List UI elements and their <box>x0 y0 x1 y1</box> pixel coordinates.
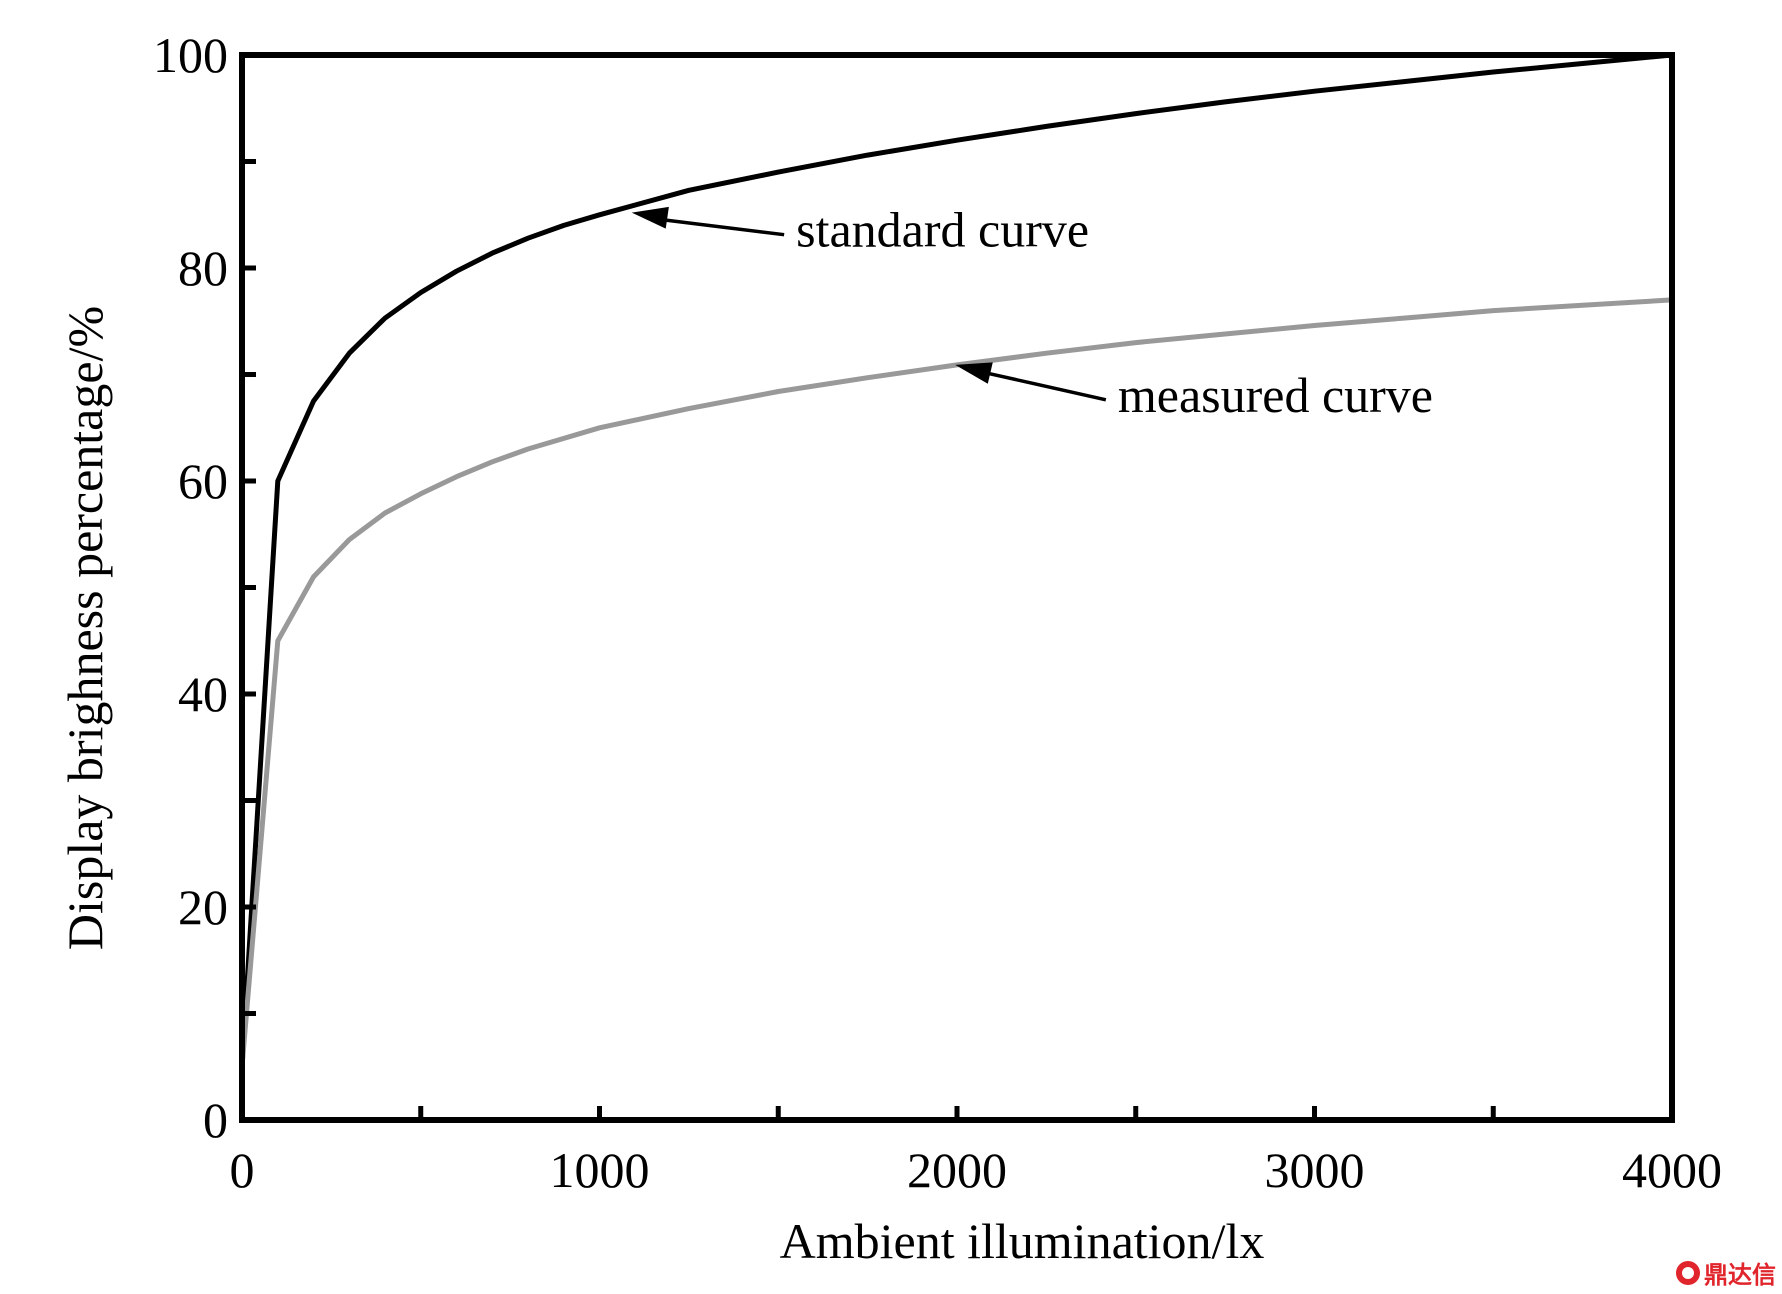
y-tick-label: 60 <box>178 453 228 509</box>
x-tick-label: 3000 <box>1265 1142 1365 1198</box>
y-tick-label: 80 <box>178 240 228 296</box>
annotation-arrowhead-1 <box>631 206 669 229</box>
series-layer <box>239 52 1673 1068</box>
annotation-label-1: standard curve <box>796 202 1089 258</box>
x-tick-label: 4000 <box>1622 1142 1722 1198</box>
x-tick-label: 1000 <box>550 1142 650 1198</box>
annotation-label-2: measured curve <box>1118 367 1433 423</box>
annotation-arrow-2 <box>976 369 1107 402</box>
y-tick-label: 0 <box>203 1092 228 1148</box>
logo-icon <box>1676 1260 1700 1285</box>
y-tick-label: 20 <box>178 879 228 935</box>
y-tick-label: 40 <box>178 666 228 722</box>
series-line-2 <box>239 297 1673 1068</box>
y-tick-label: 100 <box>153 27 228 83</box>
x-tick-label: 2000 <box>907 1142 1007 1198</box>
x-axis: 0 1000 2000 3000 4000 <box>230 1106 1722 1198</box>
watermark-text: 鼎达信 <box>1704 1261 1776 1289</box>
y-axis-title: Display brighness percentage/% <box>57 306 113 950</box>
watermark-logo: 鼎达信 <box>1676 1255 1776 1290</box>
y-axis: 0 20 40 60 80 100 <box>153 27 256 1148</box>
annotation-arrowhead-2 <box>955 362 993 384</box>
annotations-layer: standard curve measured curve <box>631 202 1433 423</box>
x-axis-title: Ambient illumination/lx <box>780 1213 1265 1269</box>
annotation-arrow-1 <box>653 216 785 237</box>
x-tick-label: 0 <box>230 1142 255 1198</box>
series-line-1 <box>239 52 1673 1067</box>
